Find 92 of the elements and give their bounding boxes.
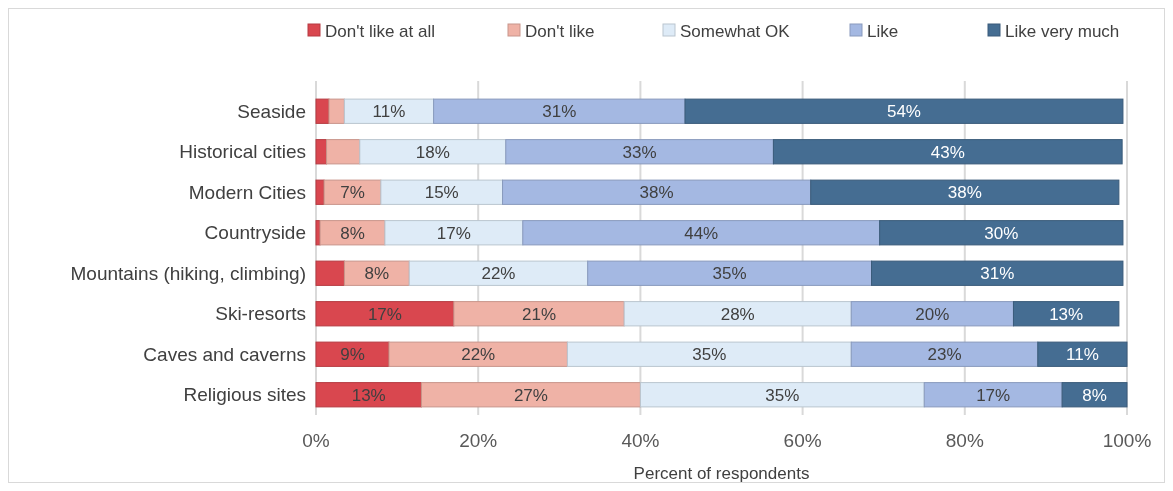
data-label: 22% (461, 345, 496, 365)
y-tick-label: Modern Cities (188, 181, 306, 203)
legend-label: Somewhat OK (680, 21, 791, 41)
x-tick-label: 60% (783, 430, 822, 451)
data-label: 38% (947, 183, 982, 203)
bar (623, 301, 852, 327)
data-label: 17% (436, 223, 471, 243)
data-label: 35% (765, 385, 800, 405)
data-label: 31% (980, 264, 1015, 284)
y-tick-label: Religious sites (183, 384, 306, 406)
x-tick-label: 40% (621, 430, 660, 451)
x-tick-label: 100% (1102, 430, 1152, 451)
data-label: 54% (886, 102, 921, 122)
data-label: 9% (340, 345, 365, 365)
bar (1061, 382, 1128, 408)
x-tick-label: 20% (459, 430, 498, 451)
bar (505, 139, 774, 165)
data-label: 8% (1082, 385, 1107, 405)
data-label: 31% (542, 102, 577, 122)
y-tick-label: Seaside (237, 100, 306, 122)
legend-label: Like (867, 21, 899, 41)
y-tick-label: Historical cities (179, 141, 306, 163)
bar (326, 139, 361, 165)
data-label: 11% (372, 102, 406, 122)
data-label: 22% (481, 264, 516, 284)
bar (380, 179, 504, 205)
bar (315, 139, 328, 165)
bar (388, 341, 568, 367)
bar (1037, 341, 1128, 367)
legend-label: Like very much (1005, 21, 1120, 41)
bar (879, 220, 1124, 246)
bar (502, 179, 812, 205)
legend-label: Don't like (525, 21, 595, 41)
data-label: 30% (984, 223, 1019, 243)
bar (566, 341, 852, 367)
data-label: 8% (340, 223, 365, 243)
bar (323, 179, 382, 205)
bar (359, 139, 507, 165)
data-label: 20% (915, 304, 950, 324)
x-axis-title: Percent of respondents (633, 464, 810, 483)
bar (343, 260, 410, 286)
bar (315, 382, 422, 408)
bar (315, 179, 325, 205)
x-tick-label: 80% (945, 430, 984, 451)
data-label: 23% (927, 345, 962, 365)
bar (684, 98, 1124, 124)
bar (522, 220, 881, 246)
bar (810, 179, 1120, 205)
bar (850, 341, 1039, 367)
bar (343, 98, 435, 124)
bar (420, 382, 641, 408)
data-label: 35% (712, 264, 747, 284)
data-label: 11% (1066, 345, 1099, 365)
bar (453, 301, 625, 327)
data-label: 18% (415, 142, 450, 162)
bar (772, 139, 1123, 165)
data-label: 13% (1049, 304, 1084, 324)
bar (315, 98, 330, 124)
data-label: 35% (692, 345, 727, 365)
x-tick-label: 0% (302, 430, 330, 451)
bar (319, 220, 386, 246)
bar (384, 220, 524, 246)
y-tick-label: Countryside (204, 222, 306, 244)
bar (1012, 301, 1120, 327)
bar (850, 301, 1014, 327)
data-label: 44% (684, 223, 719, 243)
data-label: 21% (522, 304, 557, 324)
bar (923, 382, 1063, 408)
data-label: 15% (424, 183, 459, 203)
bar (587, 260, 873, 286)
bar (408, 260, 589, 286)
data-label: 17% (367, 304, 402, 324)
data-label: 28% (720, 304, 755, 324)
data-label: 33% (622, 142, 657, 162)
y-tick-label: Mountains (hiking, climbing) (70, 262, 306, 284)
data-label: 8% (364, 264, 390, 284)
data-label: 38% (639, 183, 674, 203)
data-label: 7% (340, 183, 365, 203)
data-label: 27% (513, 385, 548, 405)
data-label: 43% (930, 142, 965, 162)
bar (871, 260, 1124, 286)
bar (315, 260, 345, 286)
data-label: 13% (351, 385, 386, 405)
bar (639, 382, 925, 408)
y-tick-label: Caves and caverns (143, 343, 306, 365)
bar (328, 98, 345, 124)
legend-label: Don't like at all (325, 21, 436, 41)
data-label: 17% (976, 385, 1011, 405)
bar (315, 341, 390, 367)
bar (315, 301, 455, 327)
y-tick-label: Ski-resorts (215, 303, 306, 325)
bar (433, 98, 686, 124)
